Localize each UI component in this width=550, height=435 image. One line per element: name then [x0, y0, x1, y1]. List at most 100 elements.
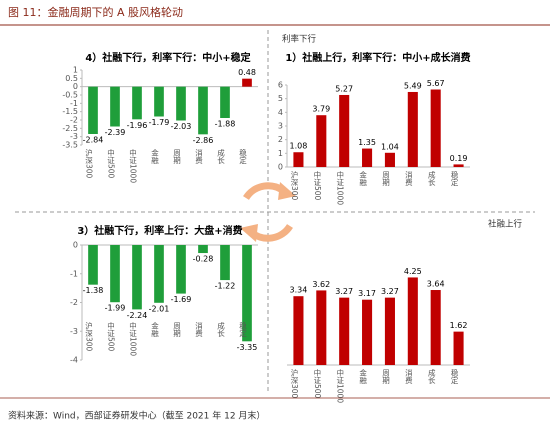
value-label: 3.27	[335, 287, 353, 296]
bar	[88, 86, 98, 134]
rotation-arrows	[240, 182, 296, 242]
value-label: 1.62	[450, 321, 468, 330]
y-tick-label: 0	[278, 163, 283, 172]
x-tick-label: 消费	[404, 170, 413, 188]
y-tick-label: -2.5	[62, 124, 78, 133]
x-tick-label: 成长	[216, 148, 225, 166]
y-tick-label: -3	[70, 132, 78, 141]
value-label: -1.88	[215, 120, 236, 129]
x-tick-label: 中证500	[106, 321, 115, 352]
x-tick-label: 成长	[216, 321, 225, 339]
bar	[242, 245, 252, 342]
bar	[384, 297, 395, 365]
x-tick-label: 沪深300	[84, 321, 93, 352]
bar	[339, 94, 350, 167]
x-tick-label: 成长	[427, 368, 436, 386]
bar	[220, 245, 230, 281]
y-tick-label: -3.5	[62, 141, 78, 150]
value-label: -1.38	[83, 286, 104, 295]
x-tick-label: 金融	[150, 148, 159, 166]
y-tick-label: -1	[70, 269, 78, 278]
value-label: -3.35	[237, 343, 258, 352]
x-tick-label: 消费	[194, 148, 203, 166]
bar	[198, 245, 208, 254]
value-label: -1.22	[215, 282, 236, 291]
y-tick-label: -4	[70, 356, 78, 365]
value-label: -1.69	[171, 295, 192, 304]
x-tick-label: 金融	[358, 170, 367, 188]
value-label: 3.17	[358, 289, 376, 298]
value-label: -1.96	[127, 121, 148, 130]
figure-title: 图 11：金融周期下的 A 股风格轮动	[8, 5, 183, 19]
x-tick-label: 中证500	[106, 148, 115, 179]
y-tick-label: -3	[70, 327, 78, 336]
x-tick-label: 周期	[381, 369, 390, 386]
value-label: -1.99	[105, 304, 126, 313]
x-tick-label: 消费	[404, 368, 413, 386]
y-tick-label: 0	[73, 82, 78, 91]
value-label: 5.27	[335, 84, 353, 93]
bar	[176, 245, 186, 294]
bar	[198, 86, 208, 135]
bar	[316, 115, 327, 167]
y-tick-label: -2	[70, 298, 78, 307]
value-label: -2.84	[83, 136, 104, 145]
bar	[430, 290, 441, 365]
bar	[407, 91, 418, 167]
x-tick-label: 金融	[150, 321, 159, 339]
bar	[293, 296, 304, 365]
y-tick-label: 0	[73, 241, 78, 250]
value-label: -2.03	[171, 122, 192, 131]
y-tick-label: -2	[70, 116, 78, 125]
value-label: -0.28	[193, 255, 214, 264]
x-tick-label: 中证1000	[335, 170, 344, 206]
bar	[110, 86, 120, 127]
bar	[242, 78, 252, 87]
bar	[453, 331, 464, 365]
bar	[88, 245, 98, 285]
x-tick-label: 中证500	[313, 170, 322, 201]
x-tick-label: 消费	[194, 321, 203, 339]
bar	[110, 245, 120, 303]
source-note: 资料来源：Wind，西部证券研发中心（截至 2021 年 12 月末）	[8, 410, 265, 422]
panel-title: 3）社融下行，利率上行：大盘+消费	[77, 224, 242, 237]
x-tick-label: 沪深300	[290, 368, 299, 399]
y-tick-label: -0.5	[62, 91, 78, 100]
value-label: 0.48	[238, 68, 256, 77]
x-tick-label: 沪深300	[290, 170, 299, 201]
bar	[362, 299, 373, 365]
bar	[154, 86, 164, 117]
bar	[384, 152, 395, 167]
x-tick-label: 中证1000	[128, 148, 137, 184]
value-label: -2.01	[149, 304, 170, 313]
y-tick-label: 5	[278, 94, 283, 103]
x-tick-label: 周期	[173, 322, 182, 339]
bar	[339, 297, 350, 365]
value-label: -2.24	[127, 311, 148, 320]
value-label: 3.62	[312, 280, 330, 289]
bar	[220, 86, 230, 118]
bar	[453, 164, 464, 167]
y-axis-label: 利率下行	[282, 34, 317, 45]
value-label: 3.64	[427, 280, 445, 289]
x-tick-label: 金融	[358, 368, 367, 386]
x-tick-label: 中证500	[313, 368, 322, 399]
x-tick-label: 稳定	[238, 321, 247, 339]
value-label: 3.79	[312, 105, 330, 114]
x-tick-label: 成长	[427, 170, 436, 188]
value-label: 5.49	[404, 81, 422, 90]
panel-title: 1）社融上行，利率下行：中小+成长消费	[285, 51, 470, 64]
value-label: 4.25	[404, 267, 422, 276]
value-label: 3.27	[381, 287, 399, 296]
bar	[154, 245, 164, 303]
value-label: 5.67	[427, 79, 445, 88]
y-tick-label: 4	[278, 108, 283, 117]
value-label: -2.39	[105, 128, 126, 137]
x-tick-label: 周期	[381, 171, 390, 188]
value-label: 1.08	[290, 142, 308, 151]
bar	[430, 89, 441, 167]
y-tick-label: 6	[278, 81, 283, 90]
value-label: 1.04	[381, 142, 399, 151]
value-label: -1.79	[149, 118, 170, 127]
bar	[176, 86, 186, 121]
